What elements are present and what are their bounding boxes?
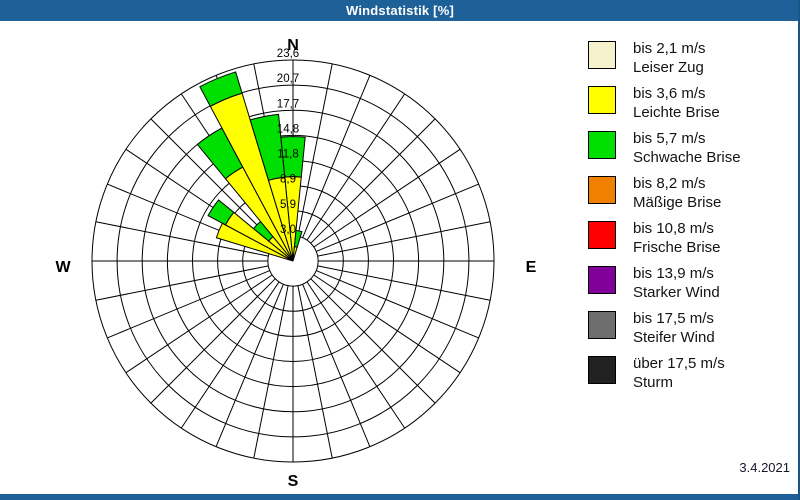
- legend-item: bis 8,2 m/s Mäßige Brise: [588, 174, 778, 212]
- legend-swatch: [588, 356, 616, 384]
- grid-spoke: [297, 285, 333, 459]
- legend-item: bis 13,9 m/s Starker Wind: [588, 264, 778, 302]
- legend-speed-label: bis 17,5 m/s: [633, 310, 714, 327]
- legend-label: über 17,5 m/s Sturm: [633, 354, 725, 392]
- radial-tick-label: 20,7: [277, 73, 299, 85]
- grid-spoke: [302, 75, 371, 238]
- grid-spoke: [180, 281, 280, 429]
- legend-name-label: Mäßige Brise: [633, 194, 722, 211]
- legend-name-label: Starker Wind: [633, 284, 720, 301]
- legend-item: bis 5,7 m/s Schwache Brise: [588, 129, 778, 167]
- legend-label: bis 13,9 m/s Starker Wind: [633, 264, 720, 302]
- legend-name-label: Sturm: [633, 374, 674, 391]
- date-label: 3.4.2021: [739, 460, 790, 475]
- grid-spoke: [150, 118, 276, 244]
- legend-item: bis 3,6 m/s Leichte Brise: [588, 84, 778, 122]
- radial-tick-label: 17,7: [277, 98, 299, 110]
- grid-spoke: [150, 278, 276, 404]
- grid-spoke: [316, 183, 479, 252]
- compass-labels: N E S W: [55, 37, 536, 490]
- grid-spoke: [215, 284, 284, 447]
- legend: bis 2,1 m/s Leiser Zug bis 3,6 m/s Leichte …: [588, 39, 778, 401]
- compass-label-s: S: [288, 473, 299, 490]
- legend-speed-label: bis 13,9 m/s: [633, 265, 714, 282]
- legend-name-label: Steifer Wind: [633, 329, 715, 346]
- legend-item: bis 10,8 m/s Frische Brise: [588, 219, 778, 257]
- compass-label-w: W: [55, 259, 71, 276]
- legend-speed-label: bis 8,2 m/s: [633, 175, 706, 192]
- legend-swatch: [588, 131, 616, 159]
- legend-name-label: Leiser Zug: [633, 59, 704, 76]
- legend-swatch: [588, 266, 616, 294]
- legend-speed-label: über 17,5 m/s: [633, 355, 725, 372]
- radial-tick-label: 14,8: [277, 123, 299, 135]
- legend-speed-label: bis 2,1 m/s: [633, 40, 706, 57]
- windrose-bar-segment: [280, 136, 306, 178]
- legend-swatch: [588, 86, 616, 114]
- windrose-bar-segment: [249, 113, 286, 181]
- radial-tick-label: 11,8: [277, 149, 299, 161]
- legend-label: bis 2,1 m/s Leiser Zug: [633, 39, 706, 77]
- windrose-chart: 3,0 5,9 8,9 11,8 14,8 17,7 20,7 23,6N E S W: [55, 37, 536, 490]
- compass-label-n: N: [287, 37, 299, 54]
- legend-label: bis 3,6 m/s Leichte Brise: [633, 84, 720, 122]
- windrose-bars: [196, 71, 306, 262]
- grid-spoke: [125, 274, 273, 374]
- windrose-bar-segment: [199, 71, 243, 107]
- legend-label: bis 17,5 m/s Steifer Wind: [633, 309, 715, 347]
- windrose-bar-segment: [207, 199, 235, 226]
- legend-swatch: [588, 41, 616, 69]
- radial-tick-label: 5,9: [280, 199, 296, 211]
- page-title: Windstatistik [%]: [345, 3, 454, 18]
- legend-speed-label: bis 5,7 m/s: [633, 130, 706, 147]
- legend-name-label: Frische Brise: [633, 239, 721, 256]
- legend-swatch: [588, 311, 616, 339]
- legend-label: bis 5,7 m/s Schwache Brise: [633, 129, 741, 167]
- grid-spoke: [302, 284, 371, 447]
- legend-swatch: [588, 176, 616, 204]
- grid-spoke: [297, 63, 333, 237]
- radial-tick-label: 8,9: [280, 174, 296, 186]
- grid-spoke: [317, 265, 491, 301]
- radial-tick-labels: 3,0 5,9 8,9 11,8 14,8 17,7 20,7 23,6: [277, 48, 299, 236]
- legend-item: bis 17,5 m/s Steifer Wind: [588, 309, 778, 347]
- legend-label: bis 10,8 m/s Frische Brise: [633, 219, 721, 257]
- radial-tick-label: 3,0: [280, 224, 296, 236]
- grid-spoke: [253, 285, 289, 459]
- bottom-bar: [0, 494, 800, 500]
- grid-spoke: [306, 93, 406, 241]
- radial-tick-label: 23,6: [277, 48, 299, 60]
- title-bar: Windstatistik [%]: [0, 0, 800, 21]
- legend-item: über 17,5 m/s Sturm: [588, 354, 778, 392]
- legend-name-label: Schwache Brise: [633, 149, 741, 166]
- legend-label: bis 8,2 m/s Mäßige Brise: [633, 174, 721, 212]
- grid-spoke: [313, 148, 461, 248]
- legend-swatch: [588, 221, 616, 249]
- legend-speed-label: bis 10,8 m/s: [633, 220, 714, 237]
- grid-spoke: [310, 118, 436, 244]
- legend-item: bis 2,1 m/s Leiser Zug: [588, 39, 778, 77]
- legend-name-label: Leichte Brise: [633, 104, 720, 121]
- right-border: [798, 0, 800, 500]
- grid-spoke: [310, 278, 436, 404]
- grid-spoke: [313, 274, 461, 374]
- grid-spoke: [95, 265, 269, 301]
- compass-label-e: E: [526, 259, 537, 276]
- grid-spoke: [306, 281, 406, 429]
- grid-spoke: [95, 221, 269, 257]
- grid-spoke: [107, 270, 270, 339]
- grid-spoke: [316, 270, 479, 339]
- legend-speed-label: bis 3,6 m/s: [633, 85, 706, 102]
- windrose-bar-segment: [293, 229, 303, 248]
- grid-spoke: [317, 221, 491, 257]
